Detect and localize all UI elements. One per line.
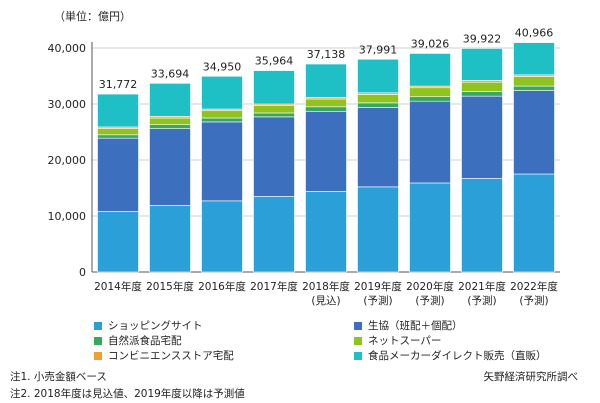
bar-segment-1 [513, 90, 555, 175]
x-tick-label: 2019年度 [354, 280, 402, 293]
bar-segment-1 [149, 128, 191, 206]
bar-total-label: 39,922 [463, 32, 502, 45]
bar-segment-3 [461, 81, 503, 92]
y-tick-label: 30,000 [48, 98, 87, 111]
legend-label: 自然派食品宅配 [108, 335, 182, 347]
source-credit: 矢野経済研究所調べ [483, 371, 579, 383]
legend-item: 自然派食品宅配 [94, 333, 182, 348]
bar-segment-3 [97, 128, 139, 136]
legend-item: ショッピングサイト [94, 318, 203, 333]
bar-total-label: 37,138 [307, 48, 346, 61]
bar-segment-5 [357, 58, 399, 94]
legend-swatch [354, 336, 362, 345]
bar-segment-0 [461, 178, 503, 273]
legend-swatch [94, 336, 102, 345]
legend-label: 生協（班配＋個配） [368, 320, 463, 332]
bar-total-label: 39,026 [411, 37, 450, 50]
legend-item: 食品メーカーダイレクト販売（直販） [354, 348, 547, 363]
bar-total-label: 37,991 [359, 43, 398, 56]
bar-segment-5 [97, 93, 139, 128]
legend-item: ネットスーパー [354, 333, 441, 348]
bar-segment-3 [253, 105, 295, 114]
bar-segment-1 [97, 137, 139, 212]
bar-segment-0 [357, 186, 399, 273]
y-tick-label: 0 [79, 266, 86, 279]
bar-total-label: 33,694 [151, 67, 190, 80]
bar-segment-2 [97, 134, 139, 139]
bar-segment-1 [201, 121, 243, 202]
x-tick-label: (予測) [363, 294, 392, 307]
bar-segment-2 [149, 124, 191, 129]
bar-segment-3 [149, 117, 191, 126]
bar-total-label: 34,950 [203, 60, 242, 73]
bar-segment-1 [461, 95, 503, 179]
bar-segment-1 [305, 110, 347, 192]
x-tick-label: (予測) [467, 294, 496, 307]
legend-label: ショッピングサイト [108, 320, 203, 332]
legend-swatch [94, 321, 102, 330]
bar-segment-0 [253, 196, 295, 273]
legend-swatch [94, 351, 102, 360]
x-tick-label: (予測) [415, 294, 444, 307]
bar-segment-5 [305, 63, 347, 98]
bar-segment-3 [201, 110, 243, 119]
y-tick-label: 10,000 [48, 210, 87, 223]
bar-segment-5 [253, 70, 295, 105]
unit-label: （単位：億円） [54, 10, 131, 23]
bar-segment-5 [409, 53, 451, 87]
legend-item: コンビニエンスストア宅配 [94, 348, 234, 363]
stacked-bar-chart: 0 10,000 20,000 30,000 40,000 31,772 2014年度 33,… [48, 27, 560, 307]
bar-total-label: 31,772 [99, 78, 138, 91]
bar-segment-2 [305, 106, 347, 112]
x-tick-label: 2020年度 [406, 280, 454, 293]
x-tick-label: 2017年度 [250, 280, 298, 293]
bar-segment-3 [409, 87, 451, 98]
legend-swatch [354, 321, 362, 330]
bar-segment-5 [513, 42, 555, 76]
bar-segment-0 [513, 173, 555, 273]
bar-segment-0 [149, 205, 191, 273]
legend-label: コンビニエンスストア宅配 [108, 350, 234, 362]
x-tick-label: 2014年度 [94, 280, 142, 293]
bar-total-label: 40,966 [515, 27, 554, 40]
bar-segment-0 [409, 182, 451, 273]
bar-segment-0 [305, 191, 347, 273]
bar-segment-5 [201, 75, 243, 110]
bar-segment-1 [357, 107, 399, 188]
bar-segment-2 [461, 91, 503, 97]
x-tick-label: (見込) [311, 295, 340, 307]
x-tick-label: 2018年度 [302, 280, 350, 293]
bar-segment-2 [357, 102, 399, 108]
x-tick-label: 2021年度 [458, 280, 506, 293]
legend-label: 食品メーカーダイレクト販売（直販） [368, 350, 547, 362]
bar-segment-2 [253, 112, 295, 118]
note-2: 注2. 2018年度は見込値、2019年度以降は予測値 [10, 388, 245, 400]
bar-segment-2 [513, 85, 555, 91]
bar-segment-2 [201, 117, 243, 123]
bar-segment-0 [201, 200, 243, 273]
note-1: 注1. 小売金額ベース [10, 371, 107, 383]
x-tick-label: 2016年度 [198, 280, 246, 293]
bar-segment-3 [305, 98, 347, 108]
bar-segment-1 [409, 100, 451, 184]
legend-swatch [354, 351, 362, 360]
bar-total-label: 35,964 [255, 55, 294, 68]
y-tick-label: 40,000 [48, 42, 87, 55]
bar-segment-5 [149, 83, 191, 117]
x-tick-label: 2022年度 [510, 280, 558, 293]
legend-label: ネットスーパー [368, 335, 442, 347]
bar-segment-3 [513, 76, 555, 87]
bar-segment-0 [97, 211, 139, 273]
legend-item: 生協（班配＋個配） [354, 318, 463, 333]
bar-segment-2 [409, 96, 451, 102]
x-tick-label: (予測) [519, 294, 548, 307]
bar-segment-5 [461, 48, 503, 81]
y-tick-label: 20,000 [48, 154, 87, 167]
notes: 注1. 小売金額ベース 注2. 2018年度は見込値、2019年度以降は予測値 [10, 369, 245, 403]
bar-segment-3 [357, 94, 399, 104]
bar-segment-1 [253, 116, 295, 197]
x-tick-label: 2015年度 [146, 280, 194, 293]
